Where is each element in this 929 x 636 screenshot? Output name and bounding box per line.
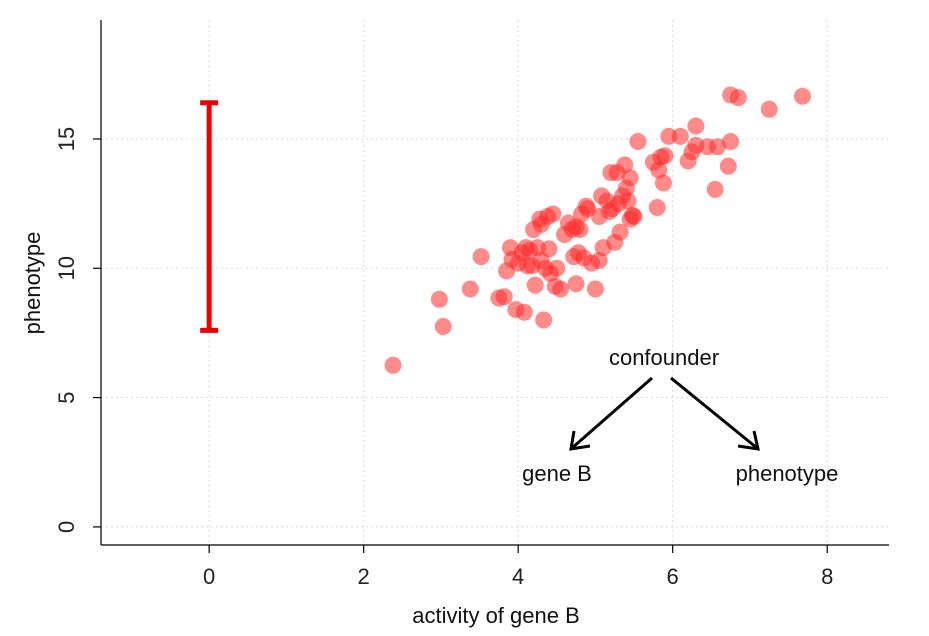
data-point [552, 280, 570, 298]
data-point [671, 127, 689, 145]
data-point [495, 288, 513, 306]
data-point [708, 138, 726, 156]
data-point [729, 89, 747, 107]
y-tick-label: 10 [54, 256, 79, 280]
annotation-gene-b: gene B [522, 461, 592, 486]
data-point [430, 290, 448, 308]
points-layer [384, 86, 811, 374]
data-point [656, 147, 674, 165]
data-point [567, 275, 585, 293]
data-point [621, 169, 639, 187]
data-point [616, 156, 634, 174]
data-point [793, 87, 811, 105]
data-point [625, 208, 643, 226]
data-point [648, 199, 666, 216]
data-point [526, 276, 544, 294]
y-tick-label: 0 [54, 521, 79, 533]
y-axis-title: phenotype [20, 232, 45, 335]
data-point [515, 303, 533, 321]
error-bar-layer [200, 100, 219, 333]
data-point [619, 192, 637, 210]
data-point [434, 317, 452, 335]
data-point [384, 356, 402, 374]
x-tick-label: 4 [512, 564, 524, 589]
arrow-to-phenotype [670, 376, 760, 451]
data-point [760, 100, 778, 118]
annotation-phenotype: phenotype [736, 461, 839, 486]
x-tick-label: 0 [203, 564, 215, 589]
data-point [611, 223, 629, 241]
data-point [535, 311, 553, 329]
data-point [544, 205, 562, 223]
data-point [472, 248, 490, 266]
data-point [650, 161, 668, 179]
data-point [687, 117, 705, 135]
data-point [586, 280, 604, 298]
x-tick-label: 6 [667, 564, 679, 589]
x-tick-label: 8 [821, 564, 833, 589]
grid-layer [101, 20, 889, 545]
data-point [654, 174, 672, 192]
x-tick-label: 2 [358, 564, 370, 589]
data-point [540, 240, 558, 258]
data-point [629, 133, 647, 151]
data-point [548, 259, 566, 277]
data-point [461, 280, 479, 298]
data-point [571, 220, 589, 238]
y-tick-label: 5 [54, 391, 79, 403]
causal-diagram: confounder gene B phenotype [522, 345, 838, 486]
arrow-to-gene-b [569, 376, 653, 451]
data-point [719, 157, 737, 175]
annotation-confounder: confounder [609, 345, 719, 370]
y-tick-label: 15 [54, 127, 79, 151]
x-axis-title: activity of gene B [412, 603, 580, 628]
data-point [590, 252, 608, 270]
data-point [722, 133, 740, 151]
data-point [706, 180, 724, 198]
axes-layer: 0 2 4 6 8 0 5 10 15 [54, 20, 889, 589]
